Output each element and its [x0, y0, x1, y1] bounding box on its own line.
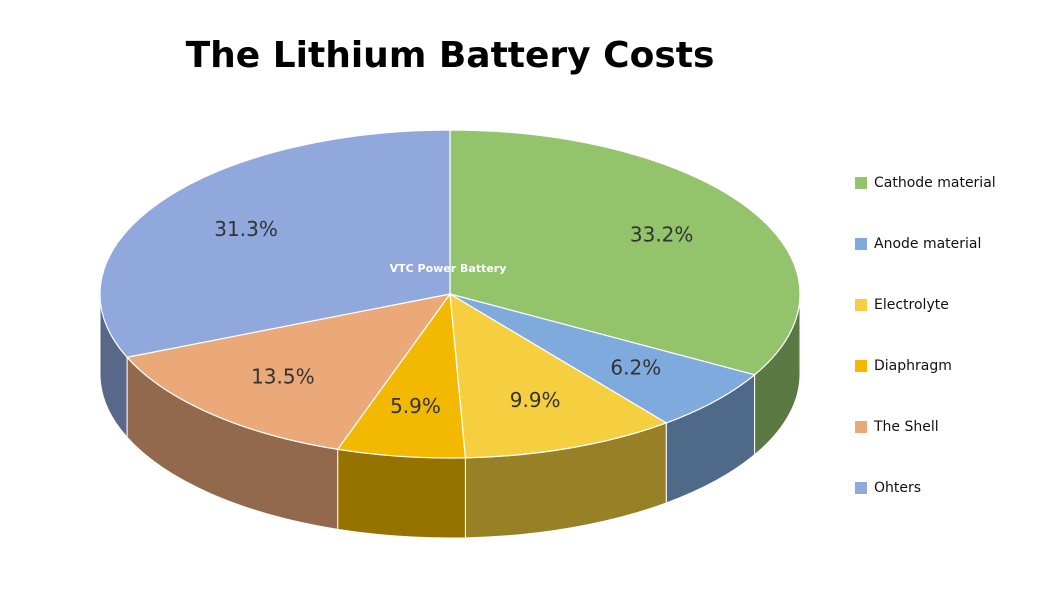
- watermark: VTC Power Battery: [390, 262, 507, 275]
- slice-side: [337, 448, 466, 539]
- data-label: 31.3%: [214, 217, 278, 241]
- slice: [449, 292, 668, 459]
- legend-swatch: [855, 238, 867, 250]
- legend-swatch: [855, 360, 867, 372]
- legend-label: The Shell: [873, 419, 939, 435]
- data-label: 6.2%: [610, 355, 661, 379]
- legend-label: Electrolyte: [874, 297, 949, 313]
- legend-label: Ohters: [874, 480, 921, 496]
- data-label: 13.5%: [251, 364, 315, 388]
- pie-tops: [99, 129, 801, 459]
- slice: [336, 292, 467, 459]
- chart-title: The Lithium Battery Costs: [186, 35, 715, 76]
- data-label: 9.9%: [510, 388, 561, 412]
- legend-label: Cathode material: [874, 175, 996, 191]
- slice: [125, 293, 452, 450]
- slice: [99, 129, 451, 358]
- slice: [449, 129, 801, 376]
- data-label: 5.9%: [390, 394, 441, 418]
- legend-swatch: [855, 299, 867, 311]
- data-label: 33.2%: [630, 223, 694, 247]
- legend-label: Anode material: [874, 236, 981, 252]
- legend-swatch: [855, 177, 867, 189]
- legend-swatch: [855, 482, 867, 494]
- legend-label: Diaphragm: [874, 358, 952, 374]
- slice: [449, 293, 756, 424]
- legend-swatch: [855, 421, 867, 433]
